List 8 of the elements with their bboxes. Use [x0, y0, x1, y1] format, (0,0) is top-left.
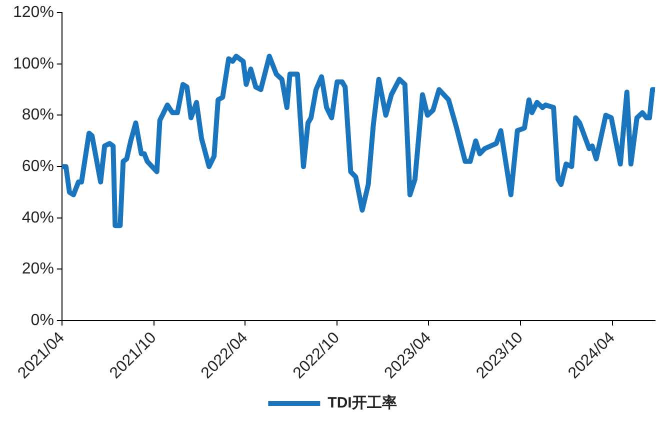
- y-tick-label: 80%: [22, 106, 54, 124]
- y-tick-label: 20%: [22, 260, 54, 278]
- y-tick-label: 120%: [13, 4, 54, 22]
- y-tick-label: 60%: [22, 158, 54, 175]
- y-tick-label: 0%: [30, 312, 54, 329]
- legend-label: TDI开工率: [328, 394, 397, 412]
- y-tick-label: 100%: [13, 55, 54, 72]
- y-tick-label: 40%: [22, 209, 54, 226]
